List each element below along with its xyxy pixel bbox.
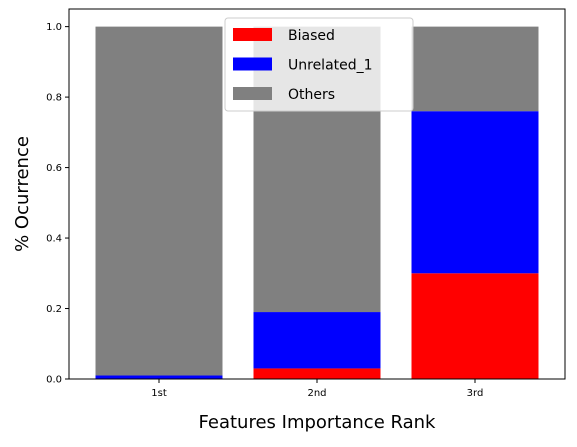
legend-label: Biased: [288, 28, 335, 44]
y-tick-label: 0.6: [46, 163, 62, 174]
x-tick-label: 3rd: [467, 388, 484, 399]
legend: Biased Unrelated_1 Others: [224, 17, 414, 112]
legend-swatch: [233, 57, 272, 71]
bar-biased-3rd: [411, 273, 539, 379]
x-axis: 1st 2nd 3rd: [151, 379, 483, 399]
bar-unrelated-1-2nd: [253, 312, 381, 369]
x-tick-label: 1st: [151, 388, 167, 399]
bar-others-1st: [95, 26, 223, 376]
legend-swatch: [233, 28, 272, 41]
bars-layer: [95, 26, 539, 379]
y-axis-title: % Ocurrence: [12, 136, 33, 252]
legend-label: Unrelated_1: [288, 58, 373, 74]
y-tick-label: 0.8: [46, 93, 62, 104]
y-tick-label: 0.2: [46, 304, 62, 315]
x-tick-label: 2nd: [307, 388, 326, 399]
bar-biased-2nd: [253, 368, 381, 379]
bar-others-3rd: [411, 26, 539, 112]
y-tick-label: 0.4: [46, 234, 62, 245]
y-tick-label: 1.0: [46, 22, 62, 33]
y-axis: 0.0 0.2 0.4 0.6 0.8 1.0: [46, 22, 69, 386]
legend-label: Others: [288, 87, 335, 103]
x-axis-title: Features Importance Rank: [199, 412, 437, 433]
bar-unrelated-1-1st: [95, 375, 223, 379]
y-tick-label: 0.0: [46, 375, 62, 386]
legend-swatch: [233, 87, 272, 100]
bar-unrelated-1-3rd: [411, 111, 539, 274]
